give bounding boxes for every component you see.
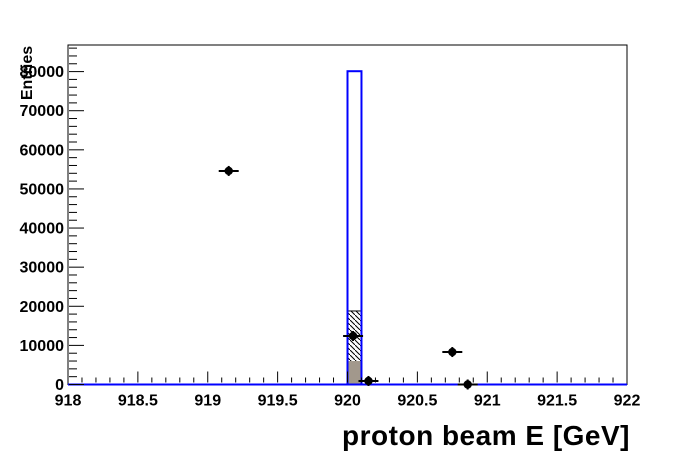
x-tick-label: 919: [194, 393, 221, 410]
data-points: [218, 165, 478, 390]
data-point: [218, 165, 239, 176]
x-tick-label: 918: [55, 393, 82, 410]
data-point: [358, 375, 379, 386]
y-tick-label: 10000: [20, 338, 65, 355]
data-point: [343, 331, 364, 341]
data-point-marker: [463, 380, 472, 389]
x-tick-label: 920: [334, 393, 361, 410]
y-tick-label: 70000: [20, 103, 65, 120]
x-tick-labels: 918 918.5 919 919.5 920 920.5 921 921.5 922: [55, 393, 641, 410]
y-tick-labels: 0 10000 20000 30000 40000 50000 60000 70000 8000…: [20, 64, 65, 394]
data-point-marker: [224, 166, 233, 176]
y-tick-label: 20000: [20, 299, 65, 316]
data-point: [457, 379, 478, 390]
y-tick-label: 30000: [20, 260, 65, 277]
y-tick-label: 60000: [20, 142, 65, 159]
y-axis-title: Entries: [19, 45, 36, 101]
data-point-marker: [448, 347, 457, 357]
x-tick-label: 920.5: [397, 393, 437, 410]
data-point-marker: [364, 376, 373, 386]
x-tick-label: 918.5: [118, 393, 158, 410]
data-point-marker: [348, 331, 358, 341]
x-tick-label: 919.5: [258, 393, 298, 410]
x-axis-title: proton beam E [GeV]: [342, 420, 630, 451]
x-tick-label: 921.5: [537, 393, 577, 410]
x-axis-ticks: [67, 371, 628, 383]
y-tick-label: 0: [55, 377, 64, 394]
y-tick-label: 50000: [20, 181, 65, 198]
y-axis-ticks: [69, 47, 84, 385]
histogram-bars: [346, 70, 363, 386]
y-tick-label: 40000: [20, 221, 65, 238]
x-tick-label: 921: [474, 393, 501, 410]
data-point: [442, 347, 463, 358]
x-tick-label: 922: [614, 393, 641, 410]
y-tick-label: 80000: [20, 64, 65, 81]
histogram-bar-gray: [347, 361, 362, 385]
